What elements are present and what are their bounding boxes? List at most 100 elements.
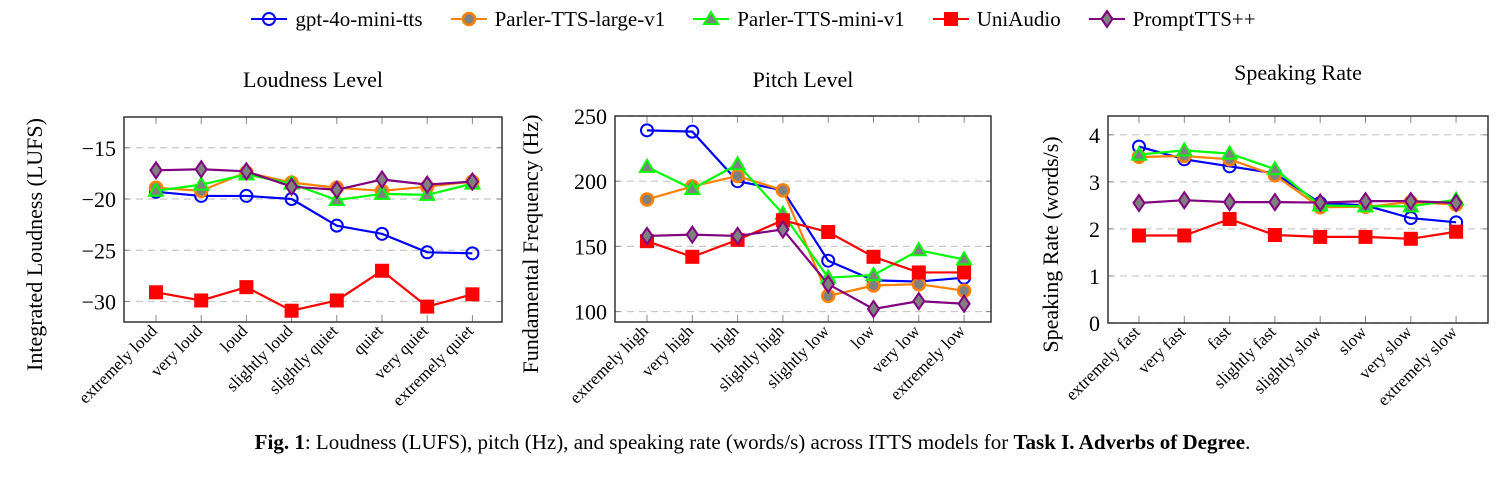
figure-caption: Fig. 1: Loudness (LUFS), pitch (Hz), and… xyxy=(0,430,1505,455)
data-point xyxy=(1449,193,1463,213)
data-point xyxy=(639,192,655,207)
data-point xyxy=(239,188,254,203)
data-point xyxy=(1266,160,1284,176)
chart-title: Pitch Level xyxy=(753,67,854,92)
data-point xyxy=(912,291,926,311)
data-point xyxy=(866,299,881,319)
data-point xyxy=(1358,191,1373,211)
series-line xyxy=(155,269,473,312)
data-point xyxy=(1268,192,1282,212)
series-prompttts- xyxy=(149,159,480,200)
data-point xyxy=(955,250,973,266)
series-line xyxy=(155,171,473,192)
data-point xyxy=(640,123,654,138)
data-point xyxy=(730,226,745,246)
y-tick-label: 100 xyxy=(574,300,607,325)
data-point xyxy=(775,183,791,198)
x-tick-label: extremely high xyxy=(566,321,652,407)
series-line xyxy=(646,219,965,274)
data-point xyxy=(683,180,702,196)
series-line xyxy=(646,228,965,311)
x-tick-label: slow xyxy=(1334,322,1371,359)
x-tick-label: extremely quiet xyxy=(389,321,478,410)
data-point xyxy=(330,180,344,200)
legend-marker xyxy=(1100,9,1114,29)
y-tick-label: 150 xyxy=(574,234,607,259)
data-point xyxy=(194,159,208,180)
data-point xyxy=(728,155,747,171)
y-tick-label: −20 xyxy=(82,187,116,212)
data-point xyxy=(284,176,299,197)
data-point xyxy=(1175,141,1194,157)
legend-label: Parler-TTS-large-v1 xyxy=(494,6,666,31)
data-point xyxy=(866,278,881,293)
x-tick-label: extremely fast xyxy=(1062,322,1144,404)
data-point xyxy=(1358,229,1373,244)
data-point xyxy=(821,253,836,268)
y-tick-label: 200 xyxy=(574,169,607,194)
data-point xyxy=(1313,229,1328,244)
data-point xyxy=(910,241,928,257)
legend-label: Parler-TTS-mini-v1 xyxy=(737,6,905,31)
plot-frame xyxy=(614,115,992,323)
data-point xyxy=(375,226,389,241)
open-circle-marker-icon xyxy=(251,12,288,26)
series-uniaudio xyxy=(640,213,972,280)
legend-label: UniAudio xyxy=(976,6,1061,31)
data-point xyxy=(864,266,883,282)
legend: gpt-4o-mini-tts Parler-TTS-large-v1 Parler… xyxy=(0,2,1505,36)
y-axis-label: Integrated Loudness (LUFS) xyxy=(22,118,47,371)
legend-item: Parler-TTS-large-v1 xyxy=(449,6,666,32)
series-line xyxy=(1138,199,1457,205)
x-tick-label: extremely slow xyxy=(1374,322,1462,410)
legend-marker xyxy=(702,10,720,25)
data-point xyxy=(329,293,344,308)
data-point xyxy=(685,224,700,245)
x-tick-label: high xyxy=(708,321,743,356)
y-tick-label: −15 xyxy=(82,136,116,161)
plot-frame xyxy=(123,116,503,323)
caption-text: : Loudness (LUFS), pitch (Hz), and speak… xyxy=(304,430,1014,454)
data-point xyxy=(1177,190,1192,210)
y-tick-label: −25 xyxy=(82,238,116,263)
series-prompttts- xyxy=(1132,190,1463,213)
series-line xyxy=(155,168,473,191)
data-point xyxy=(685,124,700,139)
data-point xyxy=(192,175,210,191)
legend-item: UniAudio xyxy=(931,7,1061,32)
data-point xyxy=(284,303,299,318)
x-tick-label: extremely loud xyxy=(75,321,161,407)
y-tick-label: 2 xyxy=(1089,217,1100,242)
data-point xyxy=(373,184,391,200)
data-point xyxy=(957,265,972,280)
legend-label: PromptTTS++ xyxy=(1132,6,1256,31)
series-uniaudio xyxy=(1132,212,1464,246)
series-uniaudio xyxy=(149,263,480,318)
legend-item: gpt-4o-mini-tts xyxy=(249,6,423,32)
legend-label: gpt-4o-mini-tts xyxy=(295,6,423,31)
caption-label: Fig. 1 xyxy=(254,430,305,454)
y-axis-label: Speaking Rate (words/s) xyxy=(1038,136,1063,352)
data-point xyxy=(1222,192,1237,212)
data-point xyxy=(375,263,389,278)
legend-marker xyxy=(461,11,476,27)
data-point xyxy=(149,285,163,300)
data-point xyxy=(1177,228,1192,243)
data-point xyxy=(465,246,480,261)
chart-title: Speaking Rate xyxy=(1234,60,1362,85)
y-tick-label: 4 xyxy=(1089,123,1100,148)
y-tick-label: 250 xyxy=(574,104,607,129)
data-point xyxy=(640,226,654,246)
data-point xyxy=(375,169,389,190)
data-point xyxy=(239,161,254,182)
x-tick-label: quiet xyxy=(349,321,387,359)
data-point xyxy=(911,265,926,280)
caption-task: Task I. Adverbs of Degree xyxy=(1013,430,1246,454)
square-marker-icon xyxy=(932,12,969,26)
data-point xyxy=(1313,192,1327,213)
x-tick-label: fast xyxy=(1204,322,1235,353)
data-point xyxy=(194,293,209,308)
